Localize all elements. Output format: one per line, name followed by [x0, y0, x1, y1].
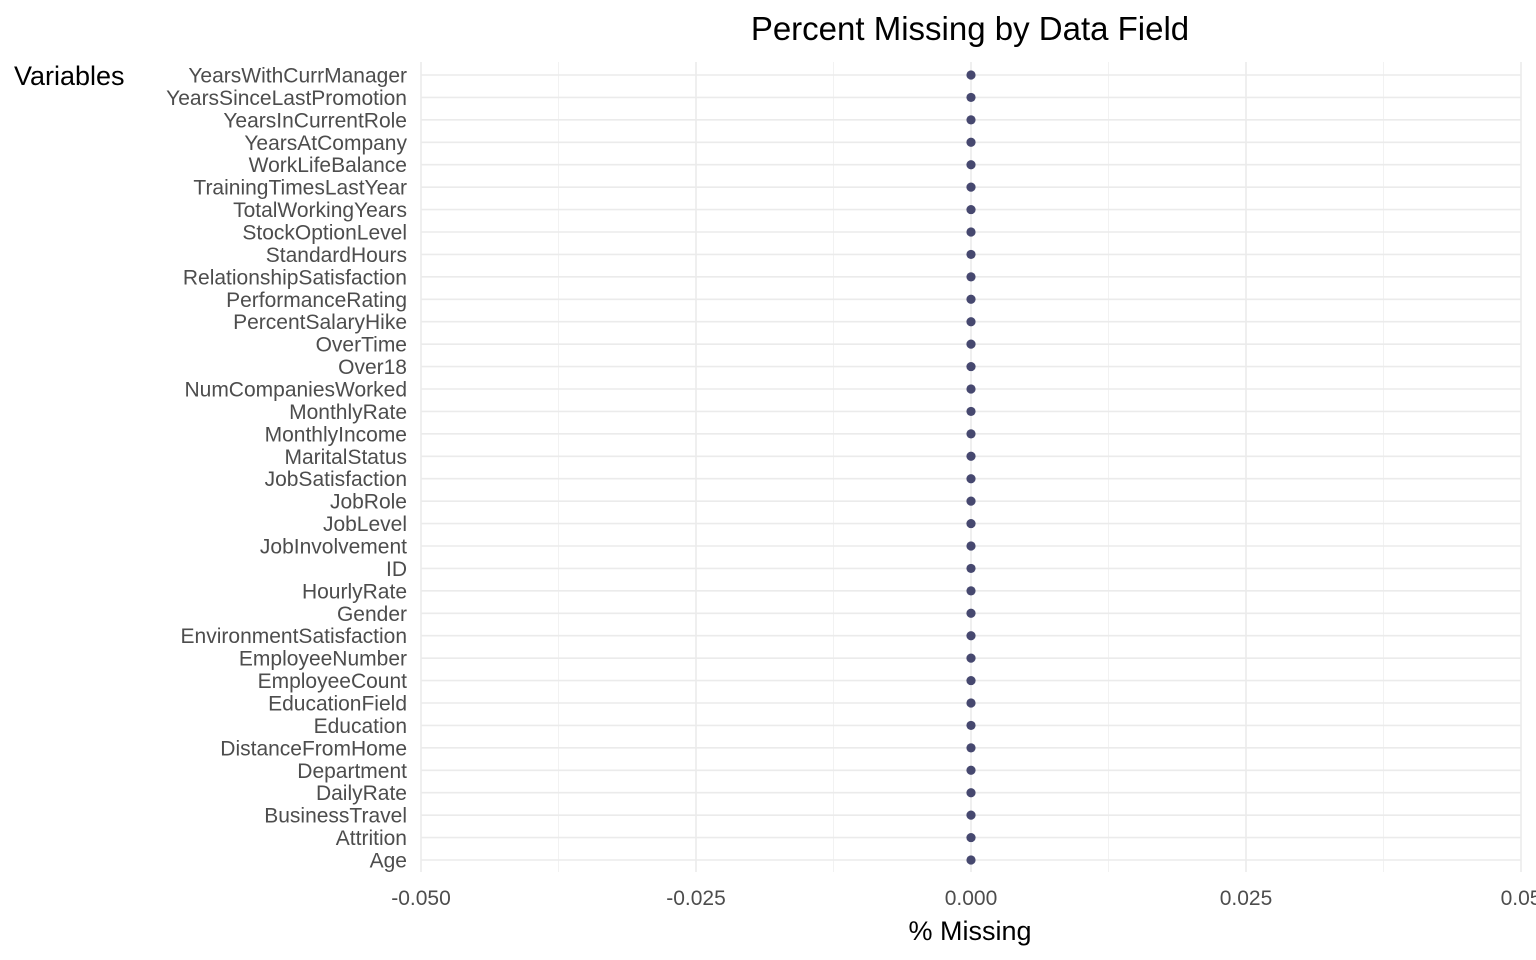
data-point [966, 115, 976, 125]
y-tick-labels: AgeAttritionBusinessTravelDailyRateDepar… [166, 65, 407, 873]
x-tick-labels: -0.050 -0.025 0.000 0.025 0.05 [391, 887, 1536, 910]
data-point [966, 631, 976, 641]
data-point [966, 608, 976, 618]
y-tick-label: BusinessTravel [264, 805, 407, 828]
y-tick-label: Education [314, 715, 407, 738]
data-point [966, 339, 976, 349]
chart-title: Percent Missing by Data Field [751, 10, 1189, 47]
data-point [966, 788, 976, 798]
data-point [966, 317, 976, 327]
x-tick-label: -0.025 [666, 887, 726, 910]
y-axis-label: Variables [14, 61, 125, 91]
y-tick-label: DistanceFromHome [220, 737, 407, 760]
y-tick-label: Attrition [336, 827, 407, 850]
y-tick-label: YearsInCurrentRole [223, 109, 407, 132]
y-tick-label: RelationshipSatisfaction [183, 266, 407, 289]
data-point [966, 496, 976, 506]
y-tick-label: JobRole [330, 491, 407, 514]
y-tick-label: MonthlyRate [289, 401, 407, 424]
data-point [966, 810, 976, 820]
y-tick-label: YearsWithCurrManager [188, 65, 407, 88]
x-tick-label: 0.025 [1220, 887, 1273, 910]
data-point [966, 541, 976, 551]
data-point [966, 653, 976, 663]
data-point [966, 227, 976, 237]
y-tick-label: EmployeeCount [258, 670, 408, 693]
y-tick-label: EmployeeNumber [239, 648, 407, 671]
data-point [966, 855, 976, 865]
y-tick-label: StockOptionLevel [242, 222, 407, 245]
y-tick-label: JobSatisfaction [265, 468, 407, 491]
y-tick-label: JobInvolvement [260, 536, 407, 559]
data-point [966, 249, 976, 260]
x-tick-label: 0.05 [1501, 887, 1536, 910]
x-tick-label: -0.050 [391, 887, 451, 910]
y-tick-label: DailyRate [316, 782, 407, 805]
data-point [966, 518, 976, 529]
data-point [966, 675, 976, 686]
y-tick-label: StandardHours [266, 244, 407, 267]
data-point [966, 698, 976, 708]
y-tick-label: Over18 [338, 356, 407, 379]
y-tick-label: WorkLifeBalance [249, 154, 407, 177]
y-tick-label: ID [386, 558, 407, 581]
y-tick-label: PercentSalaryHike [233, 311, 407, 334]
y-tick-label: MaritalStatus [284, 446, 407, 469]
data-point [966, 586, 976, 596]
data-point [966, 294, 976, 304]
data-point [966, 720, 976, 731]
data-point [966, 204, 976, 215]
data-point [966, 743, 976, 753]
data-point [966, 384, 976, 394]
y-tick-label: TotalWorkingYears [233, 199, 407, 222]
y-tick-label: YearsAtCompany [244, 132, 407, 155]
y-tick-label: NumCompaniesWorked [184, 379, 407, 402]
data-point [966, 563, 976, 574]
y-tick-label: YearsSinceLastPromotion [166, 87, 407, 110]
y-tick-label: MonthlyIncome [265, 423, 407, 446]
y-tick-label: EnvironmentSatisfaction [181, 625, 407, 648]
data-point [966, 137, 976, 147]
y-tick-label: Department [297, 760, 407, 783]
data-point [966, 451, 976, 461]
x-tick-label: 0.000 [945, 887, 998, 910]
y-tick-label: TrainingTimesLastYear [193, 177, 407, 200]
data-point [966, 765, 976, 775]
y-tick-label: Gender [337, 603, 407, 626]
data-point [966, 92, 976, 103]
y-tick-label: JobLevel [323, 513, 407, 536]
data-point [966, 160, 976, 170]
y-tick-label: OverTime [316, 334, 407, 357]
data-point [966, 182, 976, 192]
data-point [966, 429, 976, 439]
x-axis-label: % Missing [908, 916, 1031, 946]
data-point [966, 406, 976, 417]
data-point [966, 70, 976, 80]
y-tick-label: Age [370, 850, 407, 873]
data-points [966, 70, 976, 865]
data-point [966, 474, 976, 484]
y-tick-label: PerformanceRating [226, 289, 407, 312]
data-point [966, 272, 976, 282]
data-point [966, 832, 976, 843]
y-tick-label: HourlyRate [302, 580, 407, 603]
y-tick-label: EducationField [268, 693, 407, 716]
data-point [966, 361, 976, 372]
